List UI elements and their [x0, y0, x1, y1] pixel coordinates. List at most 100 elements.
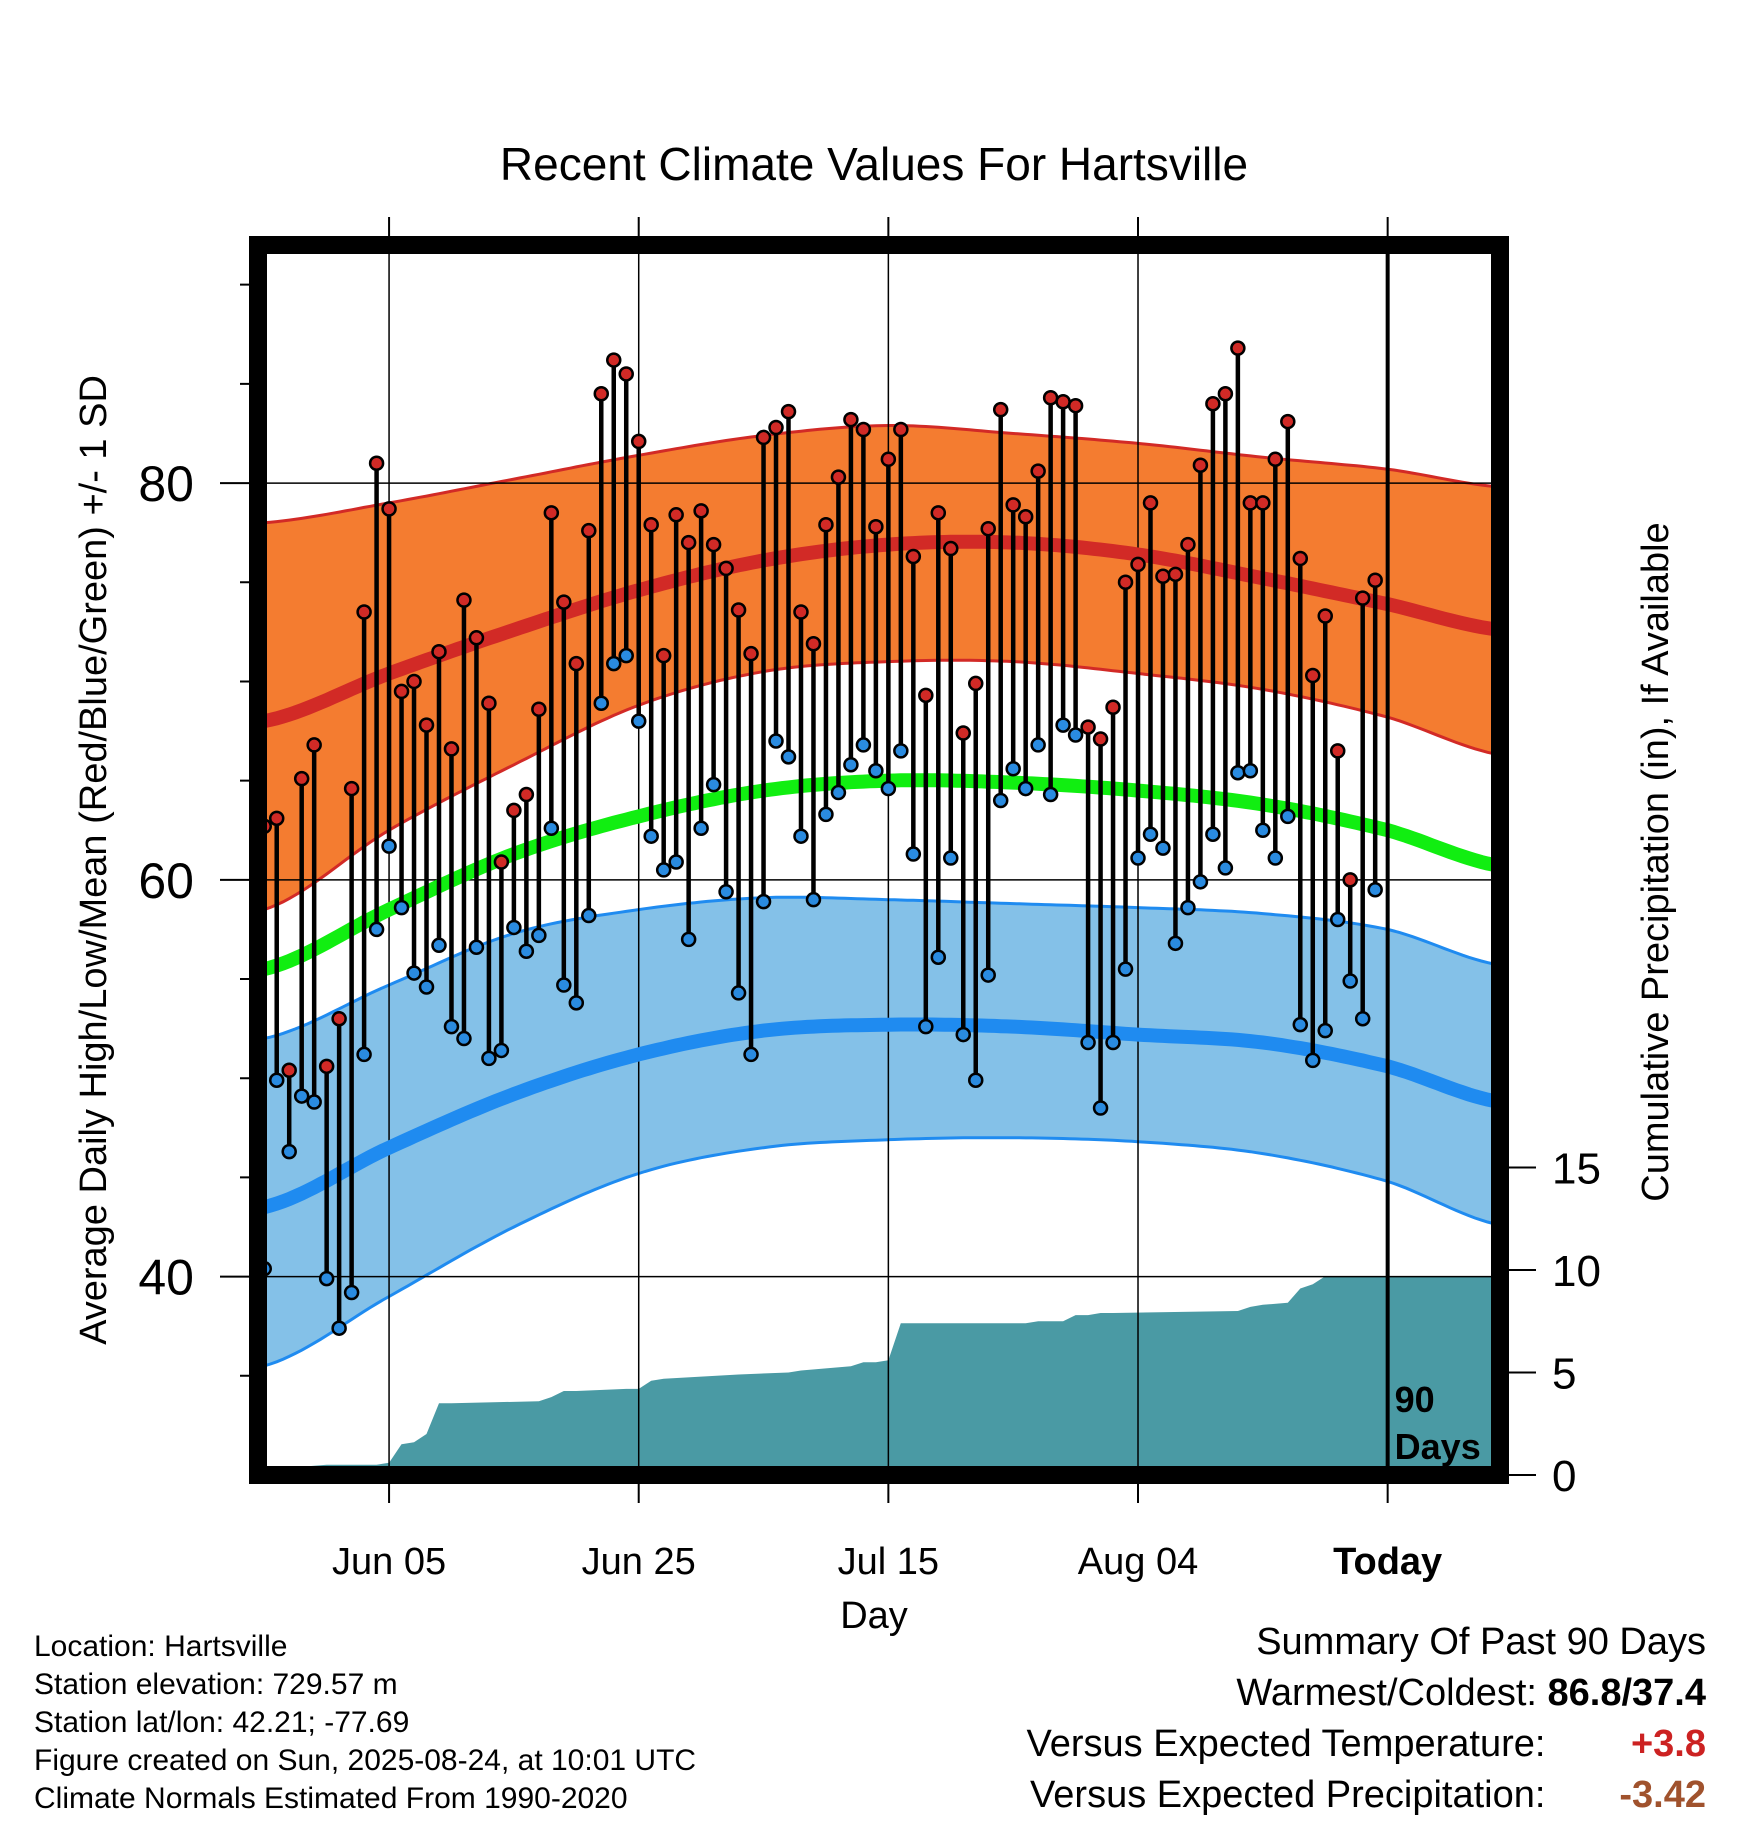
daily-high-point-1 — [268, 810, 285, 827]
y-tick-label-80: 80 — [138, 456, 194, 512]
daily-high-point-28 — [605, 352, 622, 368]
daily-high-point-7 — [343, 780, 360, 797]
daily-low-point-7 — [343, 1284, 360, 1301]
daily-low-point-6 — [331, 1320, 347, 1336]
y2-tick-label-0: 0 — [1552, 1452, 1576, 1501]
daily-low-point-46 — [830, 784, 847, 801]
temp-label: Versus Expected Temperature: — [1026, 1723, 1546, 1765]
daily-low-point-63 — [1042, 786, 1059, 803]
daily-high-point-68 — [1105, 699, 1121, 715]
daily-high-point-18 — [481, 695, 497, 712]
daily-low-point-3 — [293, 1088, 310, 1104]
daily-high-point-77 — [1217, 386, 1234, 402]
daily-high-point-30 — [630, 433, 647, 450]
daily-high-point-65 — [1067, 397, 1084, 414]
daily-high-point-37 — [718, 560, 734, 577]
daily-high-point-46 — [830, 469, 847, 485]
normal-low-line — [258, 1017, 1500, 1215]
daily-low-point-47 — [843, 757, 859, 773]
daily-high-point-4 — [306, 737, 322, 753]
daily-low-point-72 — [1155, 840, 1171, 856]
daily-low-point-41 — [768, 733, 784, 749]
info-latlon: Station lat/lon: 42.21; -77.69 — [34, 1706, 410, 1739]
daily-low-point-60 — [1005, 760, 1021, 777]
daily-low-point-40 — [755, 893, 772, 910]
daily-high-point-89 — [1367, 572, 1383, 589]
daily-low-point-37 — [718, 883, 734, 900]
daily-high-point-79 — [1242, 495, 1259, 511]
plot-frame — [249, 236, 1509, 1484]
daily-low-point-16 — [456, 1030, 472, 1047]
daily-high-point-47 — [843, 411, 859, 428]
y2-tick-label-15: 15 — [1552, 1145, 1601, 1194]
summary-warm-cold: Warmest/Coldest: 86.8/37.4 — [1027, 1668, 1706, 1719]
daily-low-point-84 — [1305, 1052, 1321, 1069]
x-tick-label-0: Jun 05 — [332, 1541, 446, 1583]
daily-low-point-80 — [1255, 822, 1271, 838]
daily-high-point-5 — [318, 1058, 335, 1075]
daily-high-point-76 — [1205, 395, 1221, 412]
daily-low-point-52 — [905, 846, 922, 862]
daily-low-point-23 — [543, 820, 560, 837]
daily-high-point-9 — [368, 455, 385, 471]
chart-title: Recent Climate Values For Hartsville — [500, 138, 1248, 190]
daily-high-point-69 — [1117, 574, 1134, 591]
daily-high-point-52 — [905, 548, 922, 565]
daily-low-point-5 — [318, 1270, 335, 1287]
daily-low-point-24 — [556, 977, 572, 993]
daily-low-point-45 — [818, 806, 834, 823]
daily-low-point-49 — [868, 762, 884, 779]
daily-low-point-25 — [568, 995, 585, 1011]
daily-high-point-70 — [1130, 556, 1146, 573]
daily-low-point-1 — [268, 1072, 285, 1088]
daily-low-point-56 — [955, 1026, 972, 1043]
daily-high-point-31 — [643, 516, 659, 533]
daily-high-point-19 — [493, 854, 510, 870]
daily-low-point-53 — [918, 1018, 934, 1035]
daily-high-point-51 — [893, 421, 909, 438]
daily-high-point-53 — [918, 687, 934, 704]
daily-low-point-55 — [943, 850, 959, 866]
daily-low-point-14 — [431, 937, 447, 954]
daily-high-point-34 — [680, 534, 697, 551]
daily-high-point-36 — [705, 536, 722, 553]
daily-low-point-59 — [992, 792, 1009, 809]
daily-high-point-62 — [1030, 463, 1046, 479]
daily-high-point-48 — [855, 421, 872, 438]
daily-low-point-57 — [967, 1072, 984, 1088]
daily-low-point-19 — [493, 1042, 510, 1059]
daily-low-point-15 — [443, 1018, 460, 1035]
daily-low-point-18 — [481, 1050, 497, 1067]
daily-high-point-85 — [1317, 608, 1333, 624]
daily-low-point-65 — [1067, 727, 1084, 743]
y-tick-label-40: 40 — [138, 1250, 194, 1306]
today-label-0: 90 — [1395, 1379, 1435, 1420]
daily-high-point-64 — [1055, 393, 1071, 410]
daily-high-point-66 — [1080, 719, 1096, 735]
daily-low-point-34 — [680, 931, 697, 948]
info-created: Figure created on Sun, 2025-08-24, at 10… — [34, 1744, 697, 1777]
daily-low-point-85 — [1317, 1022, 1333, 1039]
x-axis-label: Day — [840, 1595, 908, 1637]
daily-low-point-81 — [1267, 850, 1284, 866]
info-normals: Climate Normals Estimated From 1990-2020 — [34, 1782, 628, 1815]
summary-panel: Summary Of Past 90 Days Warmest/Coldest:… — [1027, 1617, 1706, 1821]
low-band-lower-edge — [258, 1136, 1500, 1368]
daily-high-point-15 — [443, 741, 460, 757]
daily-high-point-84 — [1305, 667, 1321, 684]
daily-high-point-72 — [1155, 568, 1171, 585]
daily-high-point-56 — [955, 725, 972, 741]
daily-high-point-33 — [668, 507, 684, 523]
y-tick-label-60: 60 — [138, 853, 194, 909]
daily-low-point-48 — [855, 737, 872, 753]
daily-high-point-17 — [468, 630, 485, 646]
daily-high-point-35 — [693, 503, 709, 519]
daily-low-point-70 — [1130, 850, 1146, 866]
daily-high-point-50 — [880, 451, 897, 468]
y2-tick-label-5: 5 — [1552, 1350, 1576, 1399]
daily-low-point-51 — [893, 743, 909, 759]
daily-high-point-74 — [1180, 536, 1196, 553]
daily-high-point-14 — [431, 643, 447, 660]
daily-low-point-58 — [980, 967, 996, 983]
